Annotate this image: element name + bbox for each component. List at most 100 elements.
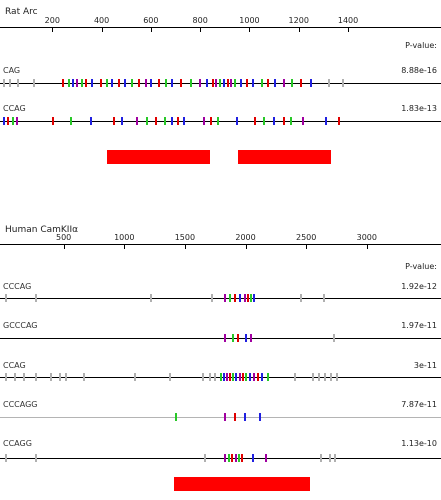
- motif-site-mark: [189, 79, 192, 87]
- motif-site-mark: [219, 79, 222, 87]
- scale-tick: [63, 245, 65, 249]
- motif-site-mark: [258, 413, 261, 421]
- sequence-name: CCAGG: [3, 439, 32, 448]
- motif-site-mark: [251, 454, 254, 462]
- motif-site-mark: [165, 79, 168, 87]
- motif-site-mark: [250, 334, 253, 342]
- motif-site-mark: [35, 294, 38, 302]
- motif-site-mark: [83, 373, 86, 381]
- motif-site-mark: [203, 454, 206, 462]
- motif-site-mark: [67, 79, 70, 87]
- scale-tick: [298, 28, 300, 32]
- motif-site-mark: [58, 373, 61, 381]
- motif-site-mark: [232, 373, 235, 381]
- scale-tick-label: 1400: [337, 16, 359, 25]
- sequence-pvalue: 1.92e-12: [401, 282, 437, 291]
- motif-site-mark: [3, 117, 5, 125]
- motif-site-mark: [264, 454, 267, 462]
- scale-tick-label: 2000: [235, 233, 256, 242]
- motif-site-mark: [241, 373, 244, 381]
- motif-site-mark: [299, 79, 302, 87]
- motif-site-mark: [32, 79, 35, 87]
- motif-site-mark: [263, 117, 265, 125]
- sequence-track: CCAG 3e-11: [0, 361, 441, 385]
- sequence-pvalue: 1.83e-13: [401, 104, 437, 113]
- motif-site-mark: [226, 79, 229, 87]
- motif-site-mark: [227, 454, 230, 462]
- motif-site-mark: [90, 117, 93, 125]
- motif-site-mark: [150, 294, 153, 302]
- motif-site-mark: [252, 79, 255, 87]
- motif-site-mark: [338, 117, 341, 125]
- motif-site-mark: [16, 79, 19, 87]
- motif-site-mark: [150, 79, 153, 87]
- scale-tick-label: 2500: [295, 233, 317, 242]
- motif-site-mark: [234, 294, 237, 302]
- scale-tick: [150, 28, 152, 32]
- sequence-name: CAG: [3, 66, 21, 75]
- scale-tick-label: 1000: [239, 16, 260, 25]
- motif-site-mark: [5, 373, 8, 381]
- motif-site-mark: [328, 79, 331, 87]
- motif-site-mark: [15, 117, 18, 125]
- sequence-name: CCAG: [3, 104, 26, 113]
- motif-site-mark: [209, 373, 212, 381]
- motif-site-mark: [51, 117, 54, 125]
- motif-site-mark: [230, 454, 233, 462]
- motif-site-mark: [76, 79, 79, 87]
- motif-site-mark: [252, 373, 255, 381]
- sequence-track: CCAG 1.83e-13: [0, 104, 441, 128]
- scale-tick-label: 1000: [114, 233, 135, 242]
- motif-site-mark: [9, 79, 12, 87]
- motif-site-mark: [216, 117, 219, 125]
- motif-site-mark: [309, 79, 312, 87]
- motif-site-mark: [330, 373, 333, 381]
- conserved-region-bar: [173, 477, 310, 491]
- motif-site-mark: [4, 294, 7, 302]
- motif-site-mark: [282, 79, 285, 87]
- motif-site-mark: [244, 373, 247, 381]
- motif-site-mark: [146, 117, 149, 125]
- motif-site-mark: [210, 294, 213, 302]
- motif-site-mark: [319, 454, 322, 462]
- sequence-line: [0, 338, 441, 339]
- motif-site-mark: [138, 79, 141, 87]
- motif-site-mark: [248, 373, 251, 381]
- motif-site-mark: [230, 79, 233, 87]
- motif-site-mark: [13, 373, 16, 381]
- motif-site-mark: [201, 373, 204, 381]
- motif-site-mark: [91, 79, 94, 87]
- motif-site-mark: [120, 117, 123, 125]
- scale-tick-label: 1200: [288, 16, 309, 25]
- motif-site-mark: [176, 117, 179, 125]
- sequence-pvalue: 1.97e-11: [401, 321, 437, 330]
- sequence-pvalue: 8.88e-16: [401, 66, 437, 75]
- motif-site-mark: [238, 294, 241, 302]
- scale-tick-label: 600: [143, 16, 159, 25]
- motif-site-mark: [133, 373, 136, 381]
- motif-site-mark: [238, 373, 241, 381]
- scale-tick-label: 400: [93, 16, 110, 25]
- motif-site-mark: [222, 79, 225, 87]
- motif-site-mark: [179, 79, 182, 87]
- motif-site-mark: [224, 294, 227, 302]
- motif-site-mark: [267, 373, 270, 381]
- motif-site-mark: [202, 117, 205, 125]
- motif-site-mark: [23, 373, 25, 381]
- sequence-pvalue: 7.87e-11: [401, 400, 437, 409]
- motif-site-mark: [328, 454, 331, 462]
- motif-site-mark: [229, 373, 232, 381]
- motif-site-mark: [226, 373, 229, 381]
- motif-site-mark: [64, 373, 67, 381]
- scale-tick: [200, 28, 202, 32]
- motif-site-mark: [106, 79, 109, 87]
- sequence-track: GCCCAG 1.97e-11: [0, 321, 441, 345]
- motif-site-mark: [220, 373, 223, 381]
- motif-site-mark: [257, 373, 260, 381]
- scale-tick: [52, 28, 54, 32]
- scale-tick-label: 1500: [174, 233, 196, 242]
- motif-site-mark: [334, 454, 337, 462]
- motif-site-mark: [237, 454, 240, 462]
- pvalue-header: P-value:: [405, 41, 437, 50]
- motif-site-mark: [234, 79, 237, 87]
